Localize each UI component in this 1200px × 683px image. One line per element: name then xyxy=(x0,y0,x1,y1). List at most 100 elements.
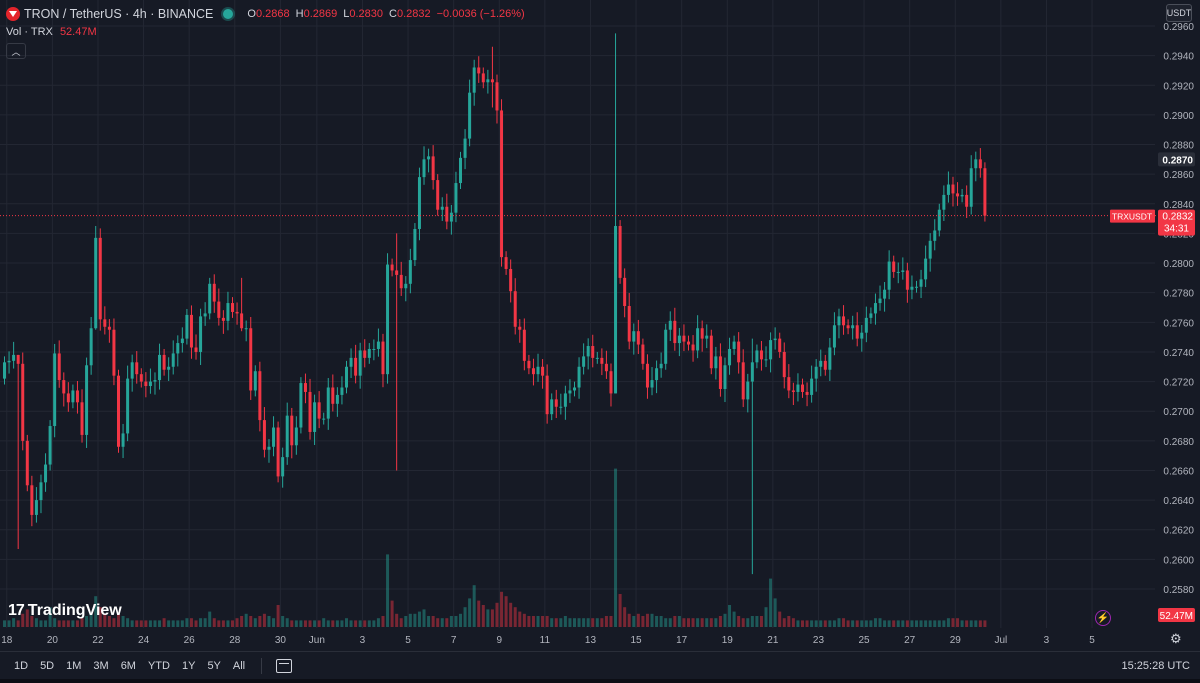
candle xyxy=(281,447,285,488)
gear-icon[interactable]: ⚙ xyxy=(1170,631,1182,646)
range-5d[interactable]: 5D xyxy=(40,659,55,672)
candle-body xyxy=(7,360,11,363)
volume-bar xyxy=(299,620,303,627)
volume-bar xyxy=(700,618,704,627)
candle xyxy=(39,474,43,514)
candle-body xyxy=(691,344,695,351)
volume-bar xyxy=(427,616,431,627)
candle-body xyxy=(16,354,20,364)
candle-body xyxy=(714,356,718,369)
candle-body xyxy=(313,402,317,432)
candle xyxy=(486,69,490,94)
candle xyxy=(518,319,522,343)
volume-bar xyxy=(837,618,841,627)
candle xyxy=(609,363,613,407)
candle-body xyxy=(372,348,376,350)
volume-bar xyxy=(573,618,576,627)
candle xyxy=(48,420,52,471)
candle-body xyxy=(440,206,444,210)
candle-body xyxy=(253,371,257,391)
lightning-icon[interactable]: ⚡ xyxy=(1095,610,1111,626)
candle xyxy=(759,340,763,371)
symbol-title[interactable]: TRON / TetherUS · 4h · BINANCE xyxy=(24,7,214,21)
time-axis-label: 22 xyxy=(92,635,104,646)
candle xyxy=(308,378,312,440)
candle-body xyxy=(796,384,800,392)
candle xyxy=(103,306,107,335)
volume-bar xyxy=(801,620,804,627)
candle xyxy=(372,339,376,361)
candle xyxy=(741,349,745,408)
volume-bar xyxy=(267,616,271,627)
candle xyxy=(212,274,216,313)
volume-bar xyxy=(404,616,408,627)
candle xyxy=(162,348,166,376)
range-1m[interactable]: 1M xyxy=(66,659,82,672)
volume-bar xyxy=(604,616,608,627)
symbol-tag-bg xyxy=(1110,209,1155,223)
price-axis-label: 0.2840 xyxy=(1163,200,1194,211)
candle-body xyxy=(531,368,535,375)
range-1d[interactable]: 1D xyxy=(14,659,29,672)
candle xyxy=(632,323,636,355)
utc-clock[interactable]: 15:25:28 UTC xyxy=(1121,659,1190,672)
price-axis: 0.2580 0.2600 0.2620 0.2640 0.2660 0.2680 0.27… xyxy=(1163,22,1194,596)
candle xyxy=(313,394,317,445)
volume-bar xyxy=(468,598,472,627)
candle-body xyxy=(335,394,339,404)
time-axis-label: 3 xyxy=(360,635,366,646)
range-6m[interactable]: 6M xyxy=(120,659,136,672)
candle xyxy=(764,346,768,368)
volume-legend[interactable]: Vol · TRX 52.47M xyxy=(6,26,97,38)
volume-bar xyxy=(367,620,371,627)
candle xyxy=(823,354,827,376)
candle-body xyxy=(481,73,485,83)
range-5y[interactable]: 5Y xyxy=(207,659,221,672)
volume-bar xyxy=(522,613,526,627)
volume-bar xyxy=(645,613,649,627)
volume-bar xyxy=(728,605,732,627)
candle-body xyxy=(180,338,184,344)
candle xyxy=(472,59,476,106)
tradingview-logo[interactable]: 17 TradingView xyxy=(8,602,122,620)
range-3m[interactable]: 3M xyxy=(93,659,109,672)
candle-body xyxy=(632,331,636,342)
time-axis: 18 20 22 24 26 28 30 Jun 3 5 7 9 11 13 15 17 19 21 23 25 27 2… xyxy=(1,635,1095,646)
candle xyxy=(176,335,180,367)
time-axis-label: 27 xyxy=(904,635,916,646)
currency-button[interactable]: USDT xyxy=(1166,4,1192,22)
candle-body xyxy=(645,363,649,388)
calendar-icon[interactable] xyxy=(276,658,293,673)
range-1y[interactable]: 1Y xyxy=(181,659,196,672)
candle-body xyxy=(591,346,595,358)
candle-body xyxy=(983,168,987,216)
candle-body xyxy=(741,362,745,400)
volume-bar xyxy=(732,611,736,627)
volume-bar xyxy=(158,620,162,627)
volume-bar xyxy=(860,620,864,627)
candle-body xyxy=(586,346,590,357)
candle-body xyxy=(650,380,654,388)
candle xyxy=(896,262,900,284)
candle xyxy=(167,357,171,381)
volume-badge: 52.47M xyxy=(1160,611,1193,622)
candle xyxy=(194,334,198,360)
candle-body xyxy=(139,374,143,382)
volume-bar xyxy=(244,613,248,627)
collapse-legend-button[interactable]: ︿ xyxy=(6,43,26,59)
candle xyxy=(618,220,622,284)
candle xyxy=(71,384,75,409)
candle xyxy=(126,365,130,442)
candle xyxy=(112,318,116,386)
candle xyxy=(810,365,814,403)
price-chart[interactable]: 0.2580 0.2600 0.2620 0.2640 0.2660 0.2680 0.27… xyxy=(0,0,1200,651)
candle xyxy=(723,357,727,403)
candle xyxy=(267,439,271,463)
candle xyxy=(919,269,923,299)
range-all[interactable]: All xyxy=(232,659,246,672)
range-ytd[interactable]: YTD xyxy=(147,659,170,672)
volume-bar xyxy=(135,620,139,627)
volume-bar xyxy=(709,618,713,627)
volume-bar xyxy=(53,618,57,627)
volume-bar xyxy=(345,618,348,627)
